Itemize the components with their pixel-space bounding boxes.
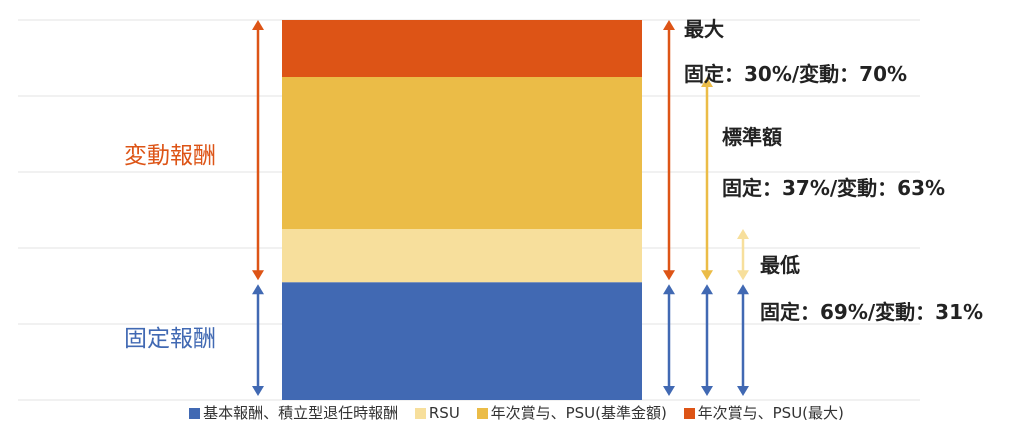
min-fixed-arrow — [737, 284, 749, 396]
min-title: 最低 — [760, 253, 800, 277]
legend-label: 年次賞与、PSU(基準金額) — [490, 404, 667, 422]
legend: 基本報酬、積立型退任時報酬 RSU 年次賞与、PSU(基準金額) 年次賞与、PS… — [0, 402, 1033, 423]
min-variable-arrow — [737, 229, 749, 281]
legend-swatch-rsu — [414, 408, 426, 419]
min-ratio: 固定：69%/変動：31% — [760, 300, 984, 324]
legend-label: 年次賞与、PSU(最大) — [697, 404, 844, 422]
range-arrows — [252, 20, 749, 396]
bar-segment — [282, 20, 642, 77]
max-fixed-arrow — [663, 284, 675, 396]
variable-range-arrow — [252, 20, 264, 281]
legend-label: 基本報酬、積立型退任時報酬 — [203, 404, 399, 422]
max-title: 最大 — [684, 17, 724, 41]
variable-pay-label: 変動報酬 — [124, 143, 216, 169]
standard-ratio: 固定：37%/変動：63% — [722, 176, 946, 200]
standard-variable-arrow — [701, 77, 713, 281]
legend-item: 年次賞与、PSU(基準金額) — [476, 402, 667, 423]
max-ratio: 固定：30%/変動：70% — [684, 62, 908, 86]
stacked-bar — [282, 20, 642, 400]
legend-item: RSU — [414, 404, 460, 422]
bar-segment — [282, 229, 642, 283]
legend-swatch-fixed — [189, 408, 201, 419]
legend-item: 基本報酬、積立型退任時報酬 — [189, 402, 398, 423]
max-variable-arrow — [663, 20, 675, 281]
legend-swatch-standard — [476, 408, 488, 419]
fixed-range-arrow — [252, 284, 264, 396]
legend-swatch-max — [683, 408, 695, 419]
standard-title: 標準額 — [722, 125, 782, 149]
bar-segment — [282, 77, 642, 229]
standard-fixed-arrow — [701, 284, 713, 396]
legend-item: 年次賞与、PSU(最大) — [683, 402, 844, 423]
bar-segment — [282, 282, 642, 400]
fixed-pay-label: 固定報酬 — [124, 326, 216, 352]
legend-label: RSU — [428, 404, 460, 422]
